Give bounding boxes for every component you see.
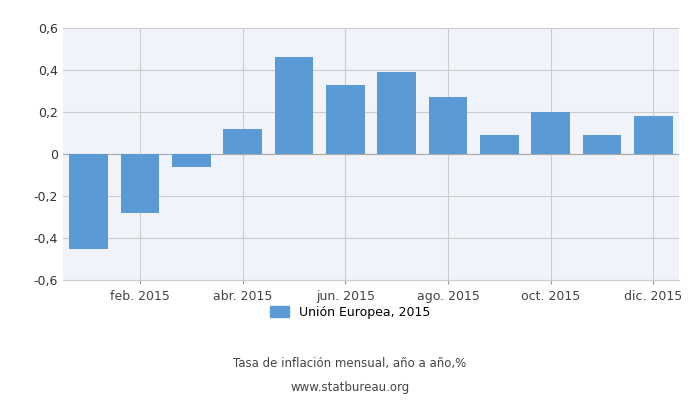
Bar: [120, 154, 160, 213]
Bar: [172, 154, 211, 166]
Bar: [377, 72, 416, 154]
Text: www.statbureau.org: www.statbureau.org: [290, 382, 410, 394]
Bar: [274, 57, 314, 154]
Bar: [531, 112, 570, 154]
Text: Tasa de inflación mensual, año a año,%: Tasa de inflación mensual, año a año,%: [233, 358, 467, 370]
Bar: [69, 154, 108, 248]
Bar: [480, 135, 519, 154]
Bar: [428, 97, 468, 154]
Legend: Unión Europea, 2015: Unión Europea, 2015: [265, 301, 435, 324]
Bar: [223, 129, 262, 154]
Bar: [582, 135, 622, 154]
Bar: [326, 85, 365, 154]
Bar: [634, 116, 673, 154]
